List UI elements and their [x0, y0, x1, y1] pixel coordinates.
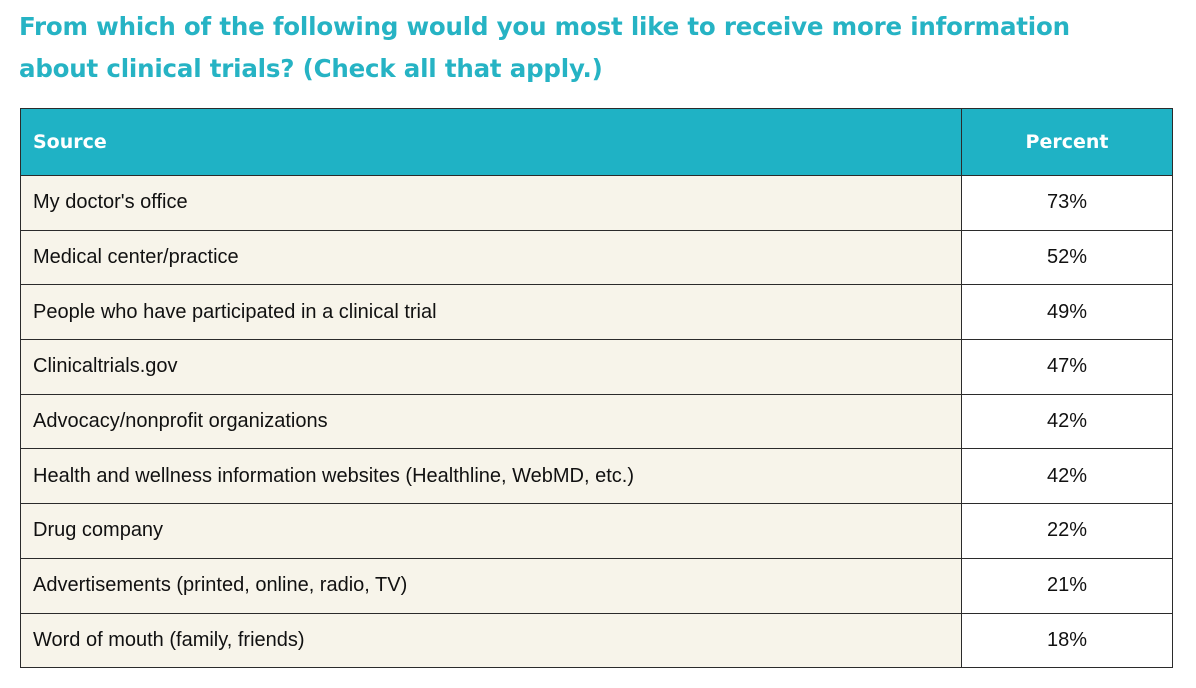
- table-row: Word of mouth (family, friends) 18%: [20, 612, 1173, 669]
- percent-cell: 42%: [961, 448, 1173, 505]
- percent-cell: 18%: [961, 612, 1173, 669]
- column-header-percent: Percent: [961, 108, 1173, 176]
- percent-cell: 21%: [961, 557, 1173, 614]
- source-cell: Medical center/practice: [20, 229, 962, 286]
- source-cell: Advertisements (printed, online, radio, …: [20, 557, 962, 614]
- table-row: Drug company 22%: [20, 503, 1173, 559]
- table-header: Source Percent: [20, 108, 1173, 176]
- source-cell: Clinicaltrials.gov: [20, 339, 962, 395]
- header-row: Source Percent: [20, 108, 1173, 176]
- table-row: Medical center/practice 52%: [20, 229, 1173, 286]
- table-row: Advocacy/nonprofit organizations 42%: [20, 393, 1173, 450]
- percent-cell: 52%: [961, 229, 1173, 286]
- title-line-1: From which of the following would you mo…: [19, 12, 1070, 41]
- source-cell: People who have participated in a clinic…: [20, 284, 962, 341]
- percent-cell: 49%: [961, 284, 1173, 341]
- table-row: My doctor's office 73%: [20, 175, 1173, 231]
- table-body: My doctor's office 73% Medical center/pr…: [20, 175, 1173, 669]
- table-row: People who have participated in a clinic…: [20, 284, 1173, 341]
- source-cell: Drug company: [20, 503, 962, 559]
- percent-cell: 73%: [961, 175, 1173, 231]
- percent-cell: 42%: [961, 393, 1173, 450]
- page-title: From which of the following would you mo…: [19, 6, 1169, 90]
- column-header-source: Source: [20, 108, 962, 176]
- source-cell: Advocacy/nonprofit organizations: [20, 393, 962, 450]
- percent-cell: 22%: [961, 503, 1173, 559]
- table-row: Clinicaltrials.gov 47%: [20, 339, 1173, 395]
- title-line-2: about clinical trials? (Check all that a…: [19, 54, 603, 83]
- survey-results-table: Source Percent My doctor's office 73% Me…: [20, 108, 1173, 669]
- source-cell: Word of mouth (family, friends): [20, 612, 962, 669]
- percent-cell: 47%: [961, 339, 1173, 395]
- source-cell: My doctor's office: [20, 175, 962, 231]
- table-row: Health and wellness information websites…: [20, 448, 1173, 505]
- source-cell: Health and wellness information websites…: [20, 448, 962, 505]
- table-row: Advertisements (printed, online, radio, …: [20, 557, 1173, 614]
